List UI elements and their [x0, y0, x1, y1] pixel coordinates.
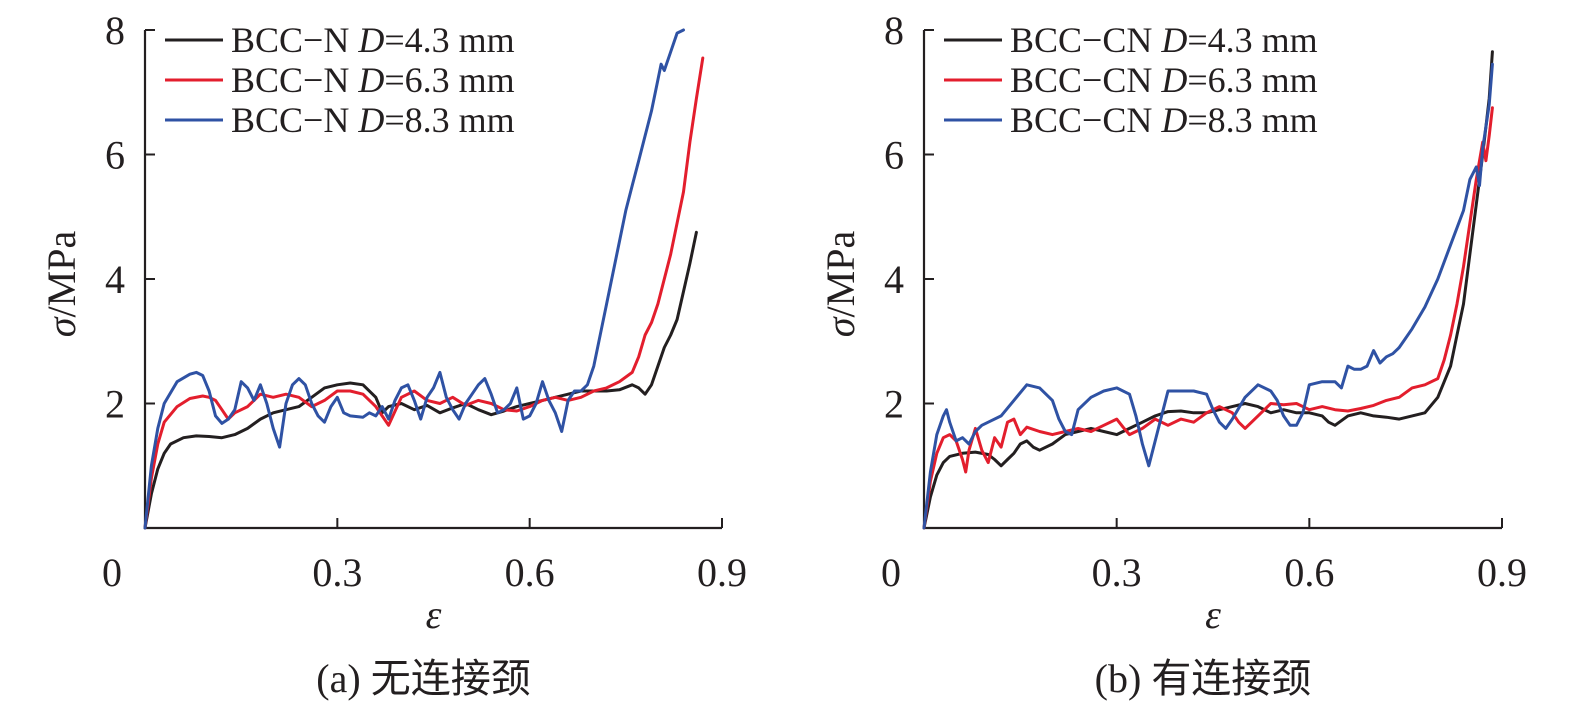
- x-tick-label: 0.9: [1477, 550, 1527, 595]
- panel-caption: (a) 无连接颈: [316, 656, 530, 701]
- series-line-1: [143, 230, 698, 530]
- y-axis-label-unit: /MPa: [818, 231, 863, 318]
- legend-value: =4.3 mm: [1187, 20, 1317, 60]
- y-axis-label: σ/MPa: [818, 231, 863, 338]
- x-tick-label: 0: [881, 550, 901, 595]
- y-axis-label-symbol: σ: [818, 316, 863, 337]
- legend-value: =4.3 mm: [384, 20, 514, 60]
- legend-value: =6.3 mm: [1187, 60, 1317, 100]
- y-tick-label: 8: [884, 8, 904, 53]
- legend-param: D: [1160, 20, 1187, 60]
- x-tick-label: 0.6: [505, 550, 555, 595]
- legend-value: =8.3 mm: [1187, 100, 1317, 140]
- legend-name: BCC−CN: [1010, 20, 1161, 60]
- series-line-3: [922, 62, 1494, 530]
- legend-label-1: BCC−CN D=4.3 mm: [1010, 20, 1318, 60]
- legend-param: D: [357, 20, 384, 60]
- y-tick-label: 8: [105, 8, 125, 53]
- x-tick-label: 0.6: [1284, 550, 1334, 595]
- x-axis-label: ε: [426, 592, 442, 637]
- y-tick-label: 4: [105, 257, 125, 302]
- y-axis-label-symbol: σ: [39, 316, 84, 337]
- series-line-1: [922, 50, 1494, 530]
- legend-param: D: [357, 60, 384, 100]
- x-tick-label: 0.9: [697, 550, 747, 595]
- legend-label-1: BCC−N D=4.3 mm: [231, 20, 515, 60]
- y-axis-label: σ/MPa: [39, 231, 84, 338]
- y-tick-label: 2: [884, 382, 904, 427]
- legend-label-3: BCC−CN D=8.3 mm: [1010, 100, 1318, 140]
- y-tick-label: 2: [105, 382, 125, 427]
- legend-name: BCC−N: [231, 100, 358, 140]
- legend-name: BCC−N: [231, 60, 358, 100]
- y-axis-label-unit: /MPa: [39, 231, 84, 318]
- panel-caption: (b) 有连接颈: [1095, 656, 1312, 701]
- legend-label-2: BCC−N D=6.3 mm: [231, 60, 515, 100]
- legend-param: D: [1160, 60, 1187, 100]
- series-line-2: [922, 106, 1494, 530]
- legend-label-2: BCC−CN D=6.3 mm: [1010, 60, 1318, 100]
- x-axis-label: ε: [1205, 592, 1221, 637]
- series-line-2: [143, 56, 705, 530]
- legend-name: BCC−CN: [1010, 60, 1161, 100]
- x-tick-label: 0: [102, 550, 122, 595]
- y-tick-label: 6: [884, 133, 904, 178]
- legend-label-3: BCC−N D=8.3 mm: [231, 100, 515, 140]
- x-tick-label: 0.3: [312, 550, 362, 595]
- series-line-3: [143, 28, 685, 530]
- panel-a: 0 0.3 0.6 0.9 2 4 6 8 ε σ/MPa (a) 无连接颈 BCC−N D=4.3 …: [39, 8, 747, 701]
- legend-name: BCC−N: [231, 20, 358, 60]
- x-tick-label: 0.3: [1092, 550, 1142, 595]
- legend-value: =6.3 mm: [384, 60, 514, 100]
- legend-value: =8.3 mm: [384, 100, 514, 140]
- legend-param: D: [1160, 100, 1187, 140]
- y-tick-label: 6: [105, 133, 125, 178]
- legend-name: BCC−CN: [1010, 100, 1161, 140]
- y-tick-label: 4: [884, 257, 904, 302]
- panel-b: 0 0.3 0.6 0.9 2 4 6 8 ε σ/MPa (b) 有连接颈 BCC−CN D=4.3…: [818, 8, 1527, 701]
- legend-param: D: [357, 100, 384, 140]
